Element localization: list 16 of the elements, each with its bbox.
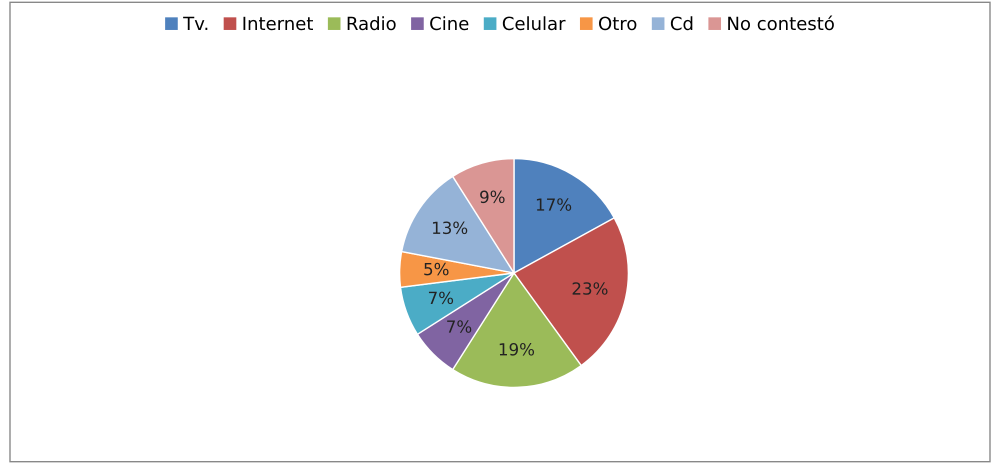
legend-label: Tv. bbox=[183, 16, 208, 30]
data-label: 19% bbox=[500, 342, 534, 356]
legend-label: Celular bbox=[502, 16, 566, 30]
legend-label: Internet bbox=[244, 16, 313, 30]
data-label: 7% bbox=[428, 292, 454, 304]
data-label: 5% bbox=[424, 262, 449, 276]
data-label: 9% bbox=[480, 190, 505, 204]
legend-label: Otro bbox=[599, 16, 636, 30]
legend-label: Cine bbox=[430, 16, 468, 30]
data-label: 23% bbox=[572, 282, 608, 295]
legend-label: Cd bbox=[670, 16, 692, 30]
legend-label: Radio bbox=[348, 16, 396, 30]
legend-label: No contestó bbox=[728, 16, 834, 30]
data-label: 7% bbox=[447, 320, 472, 333]
data-label: 17% bbox=[536, 198, 572, 211]
data-label: 13% bbox=[432, 222, 468, 234]
